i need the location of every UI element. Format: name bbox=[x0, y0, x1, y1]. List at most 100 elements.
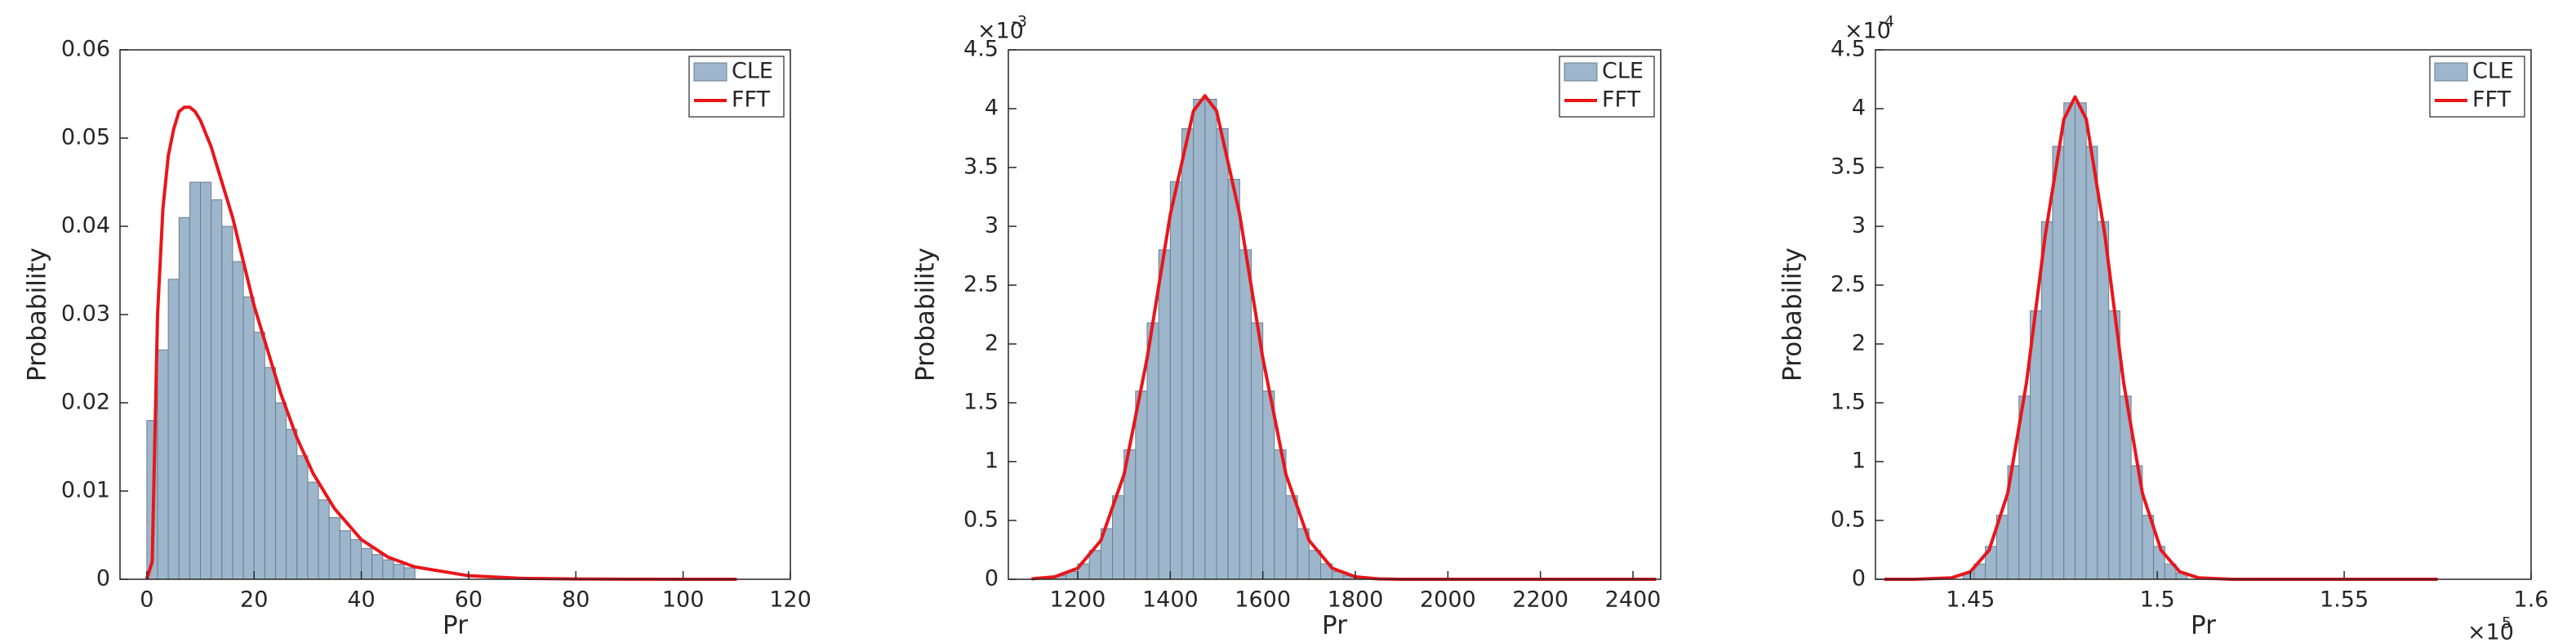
x-tick-label: 80 bbox=[562, 587, 589, 613]
histogram-bar bbox=[1158, 249, 1171, 580]
x-multiplier: ×10 bbox=[2467, 620, 2514, 643]
histogram-bar bbox=[371, 554, 384, 580]
legend-patch bbox=[693, 62, 727, 82]
legend-label: FFT bbox=[2472, 87, 2511, 113]
histogram-bar bbox=[1112, 495, 1125, 580]
x-tick-label: 1.55 bbox=[2320, 587, 2369, 613]
y-multiplier: ×10 bbox=[977, 19, 1024, 44]
fft-line bbox=[1884, 95, 2438, 581]
histogram-bar bbox=[2097, 221, 2110, 580]
histogram-bar bbox=[167, 279, 180, 580]
histogram-bar bbox=[1181, 127, 1195, 580]
histogram-bar bbox=[1251, 322, 1264, 580]
histogram-bar bbox=[274, 402, 287, 580]
histogram-bar bbox=[178, 217, 190, 580]
histogram-bar bbox=[403, 567, 416, 580]
histogram-bar bbox=[157, 349, 169, 580]
x-axis-label: Pr bbox=[2191, 611, 2216, 641]
y-tick-label: 1 bbox=[985, 449, 999, 474]
fft-line bbox=[145, 105, 737, 581]
histogram-bar bbox=[318, 499, 330, 580]
y-tick-label: 0 bbox=[1852, 566, 1866, 592]
y-tick-label: 2 bbox=[985, 331, 999, 356]
histogram-bar bbox=[200, 181, 212, 580]
histogram-bar bbox=[393, 564, 405, 580]
chart-panel: 1.45 1.5 1.55 1.6 0 0.5 1 1.5 2 2.5 3 3.5 4 4.5 Pr Prob… bbox=[1778, 13, 2549, 643]
histogram-bar bbox=[361, 547, 373, 580]
legend-patch bbox=[1564, 62, 1598, 82]
histogram-bar bbox=[242, 296, 255, 580]
y-tick-label: 0.5 bbox=[1831, 507, 1866, 533]
x-tick-label: 1400 bbox=[1142, 587, 1199, 613]
y-tick-label: 0.04 bbox=[61, 213, 110, 239]
y-tick-label: 0.05 bbox=[61, 125, 110, 150]
x-tick-label: 1.5 bbox=[2140, 587, 2175, 613]
x-tick-label: 20 bbox=[240, 587, 268, 613]
histogram-bar bbox=[382, 559, 394, 580]
legend: CLE FFT bbox=[2429, 56, 2525, 118]
histogram-bar bbox=[253, 332, 265, 580]
y-tick-label: 4.5 bbox=[1831, 37, 1866, 62]
histogram-bar bbox=[1239, 249, 1252, 580]
y-tick-label: 0 bbox=[96, 566, 110, 592]
histogram-bar bbox=[1169, 181, 1183, 580]
histogram-bar bbox=[1227, 178, 1240, 580]
x-multiplier-exponent: 5 bbox=[2502, 614, 2511, 632]
histogram-bar bbox=[221, 225, 234, 580]
y-tick-label: 4.5 bbox=[963, 37, 999, 62]
histogram-bar bbox=[189, 181, 202, 580]
legend-label: FFT bbox=[732, 87, 771, 113]
histogram-bar bbox=[296, 455, 309, 580]
x-tick-label: 100 bbox=[662, 587, 705, 613]
x-tick-label: 1800 bbox=[1328, 587, 1384, 613]
y-tick-label: 0.5 bbox=[963, 507, 999, 533]
x-tick-label: 2400 bbox=[1605, 587, 1662, 613]
y-tick-label: 0.03 bbox=[61, 301, 110, 327]
histogram-bar bbox=[2052, 145, 2065, 580]
y-tick-label: 0.01 bbox=[61, 478, 110, 503]
legend-label: CLE bbox=[732, 59, 773, 84]
histogram-bar bbox=[1193, 98, 1206, 580]
legend-label: FFT bbox=[1602, 87, 1641, 113]
histogram-bar bbox=[1146, 322, 1159, 580]
x-tick-label: 1600 bbox=[1235, 587, 1291, 613]
histogram-bar bbox=[1262, 391, 1275, 580]
y-tick-label: 3.5 bbox=[1831, 154, 1866, 180]
legend: CLE FFT bbox=[1559, 56, 1655, 118]
histogram-bar bbox=[264, 367, 276, 580]
histogram-bar bbox=[2063, 102, 2075, 580]
legend: CLE FFT bbox=[688, 56, 785, 118]
x-tick-label: 1.45 bbox=[1946, 587, 1995, 613]
chart-panel: 1200 1400 1600 1800 2000 2200 2400 0 0.5 1 1.5 2 2.5… bbox=[911, 13, 1662, 641]
histogram-bar bbox=[2074, 102, 2087, 580]
legend-patch bbox=[2434, 62, 2468, 82]
y-multiplier-exponent: -4 bbox=[1879, 13, 1894, 31]
y-tick-label: 1 bbox=[1852, 449, 1866, 474]
x-tick-label: 0 bbox=[140, 587, 153, 613]
chart-panel: 0 20 40 60 80 100 120 0 0.01 0.02 0.03 0.04 0.05 0.06… bbox=[23, 37, 812, 641]
x-tick-label: 1.6 bbox=[2514, 587, 2549, 613]
y-tick-label: 0 bbox=[985, 566, 999, 592]
histogram-bar bbox=[339, 530, 351, 580]
y-tick-label: 4 bbox=[985, 96, 999, 121]
y-tick-label: 2.5 bbox=[963, 272, 999, 297]
axes-box bbox=[1875, 49, 2532, 580]
y-tick-label: 0.02 bbox=[61, 390, 110, 415]
y-multiplier: ×10 bbox=[1844, 19, 1891, 44]
x-tick-label: 40 bbox=[347, 587, 375, 613]
histogram-bar bbox=[2040, 221, 2053, 580]
x-tick-label: 1200 bbox=[1050, 587, 1106, 613]
histogram-bar bbox=[349, 538, 363, 580]
histogram-bar bbox=[1285, 495, 1298, 580]
histogram-bar bbox=[211, 199, 223, 580]
histogram-bar bbox=[307, 481, 319, 580]
y-tick-label: 1.5 bbox=[1831, 390, 1866, 415]
y-tick-label: 3 bbox=[985, 213, 999, 239]
y-tick-label: 2 bbox=[1852, 331, 1866, 356]
x-axis-label: Pr bbox=[1322, 611, 1347, 641]
x-tick-label: 2200 bbox=[1512, 587, 1568, 613]
y-tick-label: 3.5 bbox=[963, 154, 999, 180]
legend-label: CLE bbox=[1602, 59, 1644, 84]
histogram-bar bbox=[1216, 127, 1229, 580]
